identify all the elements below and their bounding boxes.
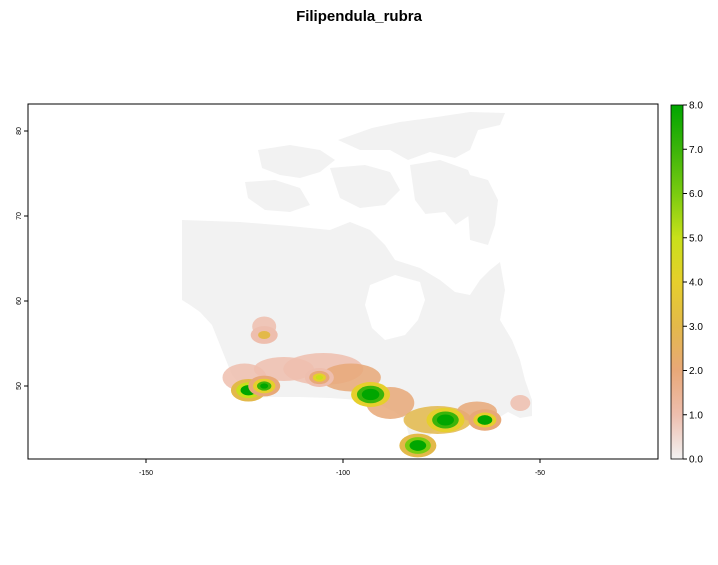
suitability-hotspot <box>260 383 269 389</box>
legend-tick-label: 1.0 <box>689 410 703 421</box>
suitability-layer <box>222 316 531 458</box>
legend-ticks: 0.0 1.0 2.0 3.0 4.0 5.0 6.0 7.0 8.0 <box>683 101 703 466</box>
suitability-hotspot <box>413 442 423 449</box>
x-tick-label: -100 <box>336 470 350 477</box>
x-tick-label: -150 <box>139 470 153 477</box>
y-tick-label: 50 <box>16 382 23 390</box>
foxe-basin <box>415 212 460 250</box>
legend-tick-label: 7.0 <box>689 145 703 156</box>
x-tick-label: -50 <box>535 470 545 477</box>
legend-tick-label: 3.0 <box>689 322 703 333</box>
y-tick-label: 70 <box>16 212 23 220</box>
suitability-band <box>510 395 531 411</box>
suitability-hotspot <box>365 391 376 398</box>
legend-colorbar <box>670 104 684 460</box>
legend-tick-label: 4.0 <box>689 278 703 289</box>
suitability-hotspot <box>480 417 489 423</box>
y-axis: 50 60 70 80 <box>16 127 28 390</box>
legend-tick-label: 0.0 <box>689 455 703 466</box>
y-tick-label: 60 <box>16 297 23 305</box>
suitability-hotspot <box>440 416 451 424</box>
hudson-bay <box>365 275 425 340</box>
suitability-hotspot <box>315 375 323 380</box>
canada-landmass <box>182 112 532 455</box>
legend-tick-label: 2.0 <box>689 366 703 377</box>
x-axis: -150 -100 -50 <box>139 459 545 477</box>
y-tick-label: 80 <box>16 127 23 135</box>
legend-tick-label: 5.0 <box>689 233 703 244</box>
legend-tick-label: 8.0 <box>689 101 703 112</box>
suitability-hotspot <box>260 332 268 338</box>
map-title: Filipendula_rubra <box>296 8 422 25</box>
legend-tick-label: 6.0 <box>689 189 703 200</box>
